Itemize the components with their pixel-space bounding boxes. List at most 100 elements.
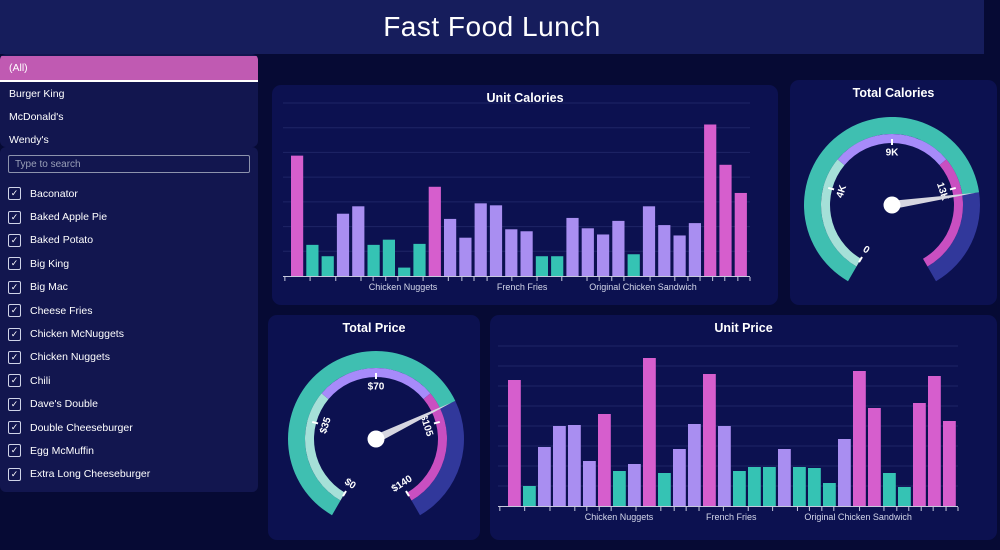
bar[interactable] (598, 414, 611, 506)
bar[interactable] (520, 231, 533, 276)
bar[interactable] (474, 203, 487, 276)
slicer-item-all[interactable]: (All) (0, 56, 258, 82)
bar[interactable] (612, 220, 625, 276)
item-row-double-cheeseburger[interactable]: ✓ Double Cheeseburger (8, 416, 250, 439)
bar[interactable] (321, 256, 334, 276)
item-row-extra-long-cheeseburger[interactable]: ✓ Extra Long Cheeseburger (8, 463, 250, 486)
bar[interactable] (823, 483, 836, 506)
bar[interactable] (581, 228, 594, 276)
bar[interactable] (733, 471, 746, 506)
item-row-baked-apple-pie[interactable]: ✓ Baked Apple Pie (8, 205, 250, 228)
bar[interactable] (523, 486, 536, 506)
bar[interactable] (553, 426, 566, 506)
bar[interactable] (428, 186, 441, 276)
bar[interactable] (551, 256, 564, 276)
bar[interactable] (489, 205, 503, 276)
bar[interactable] (688, 223, 701, 276)
bar[interactable] (703, 374, 716, 506)
bar[interactable] (688, 424, 701, 506)
slicer-item-burger-king[interactable]: Burger King (9, 87, 65, 100)
checkbox-checked-icon[interactable]: ✓ (8, 257, 21, 271)
bar[interactable] (413, 243, 426, 276)
bar[interactable] (642, 206, 656, 276)
bar[interactable] (719, 164, 732, 276)
gauge-range-band (837, 134, 947, 166)
bar[interactable] (658, 225, 671, 276)
bar[interactable] (868, 408, 881, 506)
bar[interactable] (853, 371, 866, 506)
bar[interactable] (352, 206, 365, 276)
bar[interactable] (508, 380, 521, 506)
bar[interactable] (838, 439, 851, 506)
bar[interactable] (398, 267, 411, 276)
item-label: Chicken McNuggets (30, 328, 124, 341)
bar[interactable] (658, 473, 671, 506)
total-price-gauge-title: Total Price (342, 321, 406, 335)
unit-price-bar-chart: Chicken Nuggets French Fries Original Chic… (498, 345, 959, 522)
checkbox-checked-icon[interactable]: ✓ (8, 467, 21, 481)
bar[interactable] (883, 473, 896, 506)
bar[interactable] (808, 468, 821, 506)
search-input[interactable] (8, 155, 250, 173)
bar[interactable] (734, 192, 747, 276)
bar[interactable] (459, 237, 472, 276)
item-row-baconator[interactable]: ✓ Baconator (8, 182, 250, 205)
bar[interactable] (613, 471, 626, 506)
bar[interactable] (583, 461, 596, 506)
checkbox-checked-icon[interactable]: ✓ (8, 233, 21, 247)
item-row-big-king[interactable]: ✓ Big King (8, 252, 250, 275)
item-row-big-mac[interactable]: ✓ Big Mac (8, 276, 250, 299)
item-row-chili[interactable]: ✓ Chili (8, 369, 250, 392)
total-calories-gauge-title: Total Calories (852, 86, 935, 100)
bar[interactable] (628, 464, 641, 506)
item-label: Double Cheeseburger (30, 421, 133, 434)
bar[interactable] (793, 467, 806, 506)
item-row-dave-s-double[interactable]: ✓ Dave's Double (8, 393, 250, 416)
bar[interactable] (535, 256, 548, 276)
checkbox-checked-icon[interactable]: ✓ (8, 397, 21, 411)
item-row-chicken-nuggets[interactable]: ✓ Chicken Nuggets (8, 346, 250, 369)
checkbox-checked-icon[interactable]: ✓ (8, 374, 21, 388)
checkbox-checked-icon[interactable]: ✓ (8, 304, 21, 318)
bar[interactable] (748, 467, 761, 506)
bar[interactable] (643, 358, 656, 506)
item-row-egg-mcmuffin[interactable]: ✓ Egg McMuffin (8, 439, 250, 462)
checkbox-checked-icon[interactable]: ✓ (8, 421, 21, 435)
bar[interactable] (943, 421, 956, 506)
bar[interactable] (673, 235, 686, 276)
item-row-cheese-fries[interactable]: ✓ Cheese Fries (8, 299, 250, 322)
bar[interactable] (382, 239, 395, 276)
bar[interactable] (627, 254, 640, 276)
bar[interactable] (928, 376, 941, 506)
slicer-item-mcdonald-s[interactable]: McDonald's (9, 110, 64, 123)
bar[interactable] (336, 213, 350, 276)
slicer-item-wendy-s[interactable]: Wendy's (9, 133, 49, 146)
item-row-baked-potato[interactable]: ✓ Baked Potato (8, 229, 250, 252)
item-label: Big King (30, 257, 70, 270)
bar[interactable] (444, 218, 457, 276)
bar[interactable] (291, 155, 304, 276)
checkbox-checked-icon[interactable]: ✓ (8, 350, 21, 364)
item-row-chicken-mcnuggets[interactable]: ✓ Chicken McNuggets (8, 322, 250, 345)
bar[interactable] (913, 403, 926, 506)
bar[interactable] (597, 234, 610, 276)
bar[interactable] (778, 449, 791, 506)
bar[interactable] (538, 447, 551, 506)
checkbox-checked-icon[interactable]: ✓ (8, 444, 21, 458)
bar[interactable] (898, 487, 911, 506)
bar[interactable] (568, 425, 581, 506)
checkbox-checked-icon[interactable]: ✓ (8, 210, 21, 224)
bar[interactable] (566, 217, 579, 276)
bar[interactable] (367, 244, 380, 276)
checkbox-checked-icon[interactable]: ✓ (8, 187, 21, 201)
checkbox-checked-icon[interactable]: ✓ (8, 327, 21, 341)
bar[interactable] (306, 244, 319, 276)
bar[interactable] (763, 467, 776, 506)
bar[interactable] (673, 449, 686, 506)
bar[interactable] (704, 124, 717, 276)
unit-calories-chart-title: Unit Calories (486, 91, 564, 105)
bar[interactable] (505, 229, 518, 276)
bar[interactable] (718, 426, 731, 506)
checkbox-checked-icon[interactable]: ✓ (8, 280, 21, 294)
unit-calories-bar-chart: Chicken Nuggets French Fries Original Chic… (283, 102, 751, 292)
